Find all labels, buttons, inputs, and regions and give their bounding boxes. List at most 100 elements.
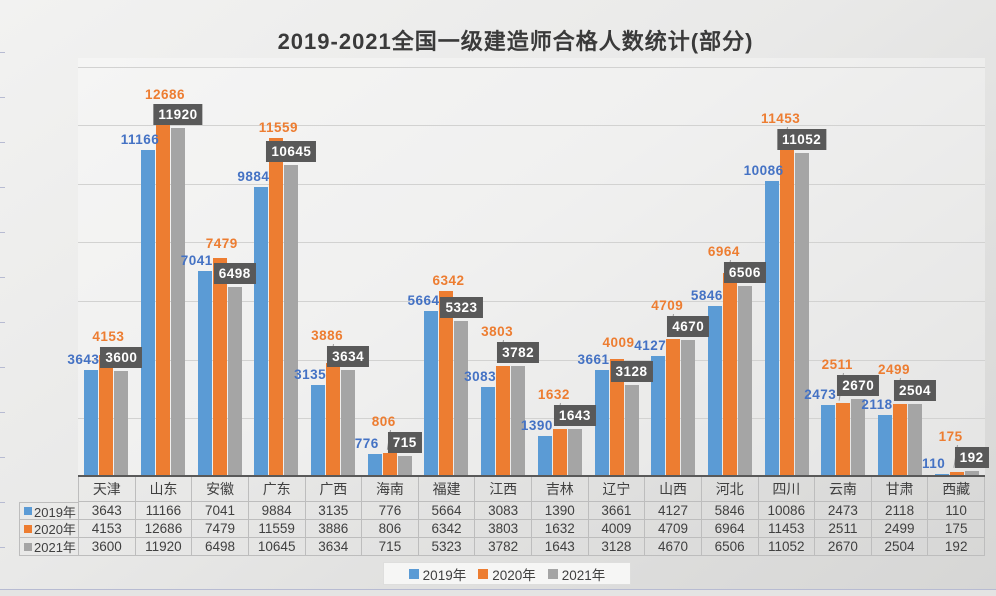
legend-item-2020年[interactable]: 2020年 [478, 564, 536, 584]
bar-2021年-辽宁[interactable] [624, 385, 639, 477]
cell-2019年-云南: 2473 [814, 502, 871, 519]
cell-2019年-四川: 10086 [757, 502, 815, 519]
bar-2021年-海南[interactable] [397, 456, 412, 477]
label-2021-海南: 715 [387, 432, 422, 454]
label-2019-河北: 5846 [690, 287, 723, 303]
label-2019-江西: 3083 [464, 368, 497, 384]
bar-2021年-山东[interactable] [171, 127, 186, 477]
legend: 2019年 2020年 2021年 [383, 562, 631, 585]
bar-2019年-河北[interactable] [707, 305, 722, 477]
category-天津: 天津 [92, 481, 121, 497]
cell-2021年-山西: 4670 [644, 538, 701, 555]
table-rowheader-2019年: 2019年 [19, 502, 78, 520]
bar-2021年-云南[interactable] [851, 398, 866, 477]
label-2020-甘肃: 2499 [877, 361, 910, 377]
bar-2021年-安徽[interactable] [227, 286, 242, 477]
bar-2020年-天津[interactable] [99, 355, 114, 477]
bar-2019年-广西[interactable] [311, 385, 326, 477]
bar-2020年-西藏[interactable] [949, 471, 964, 477]
bar-2020年-河北[interactable] [722, 272, 737, 477]
cell-2019年-广东: 9884 [247, 502, 305, 519]
label-2019-辽宁: 3661 [577, 351, 610, 367]
bar-2021年-四川[interactable] [794, 153, 809, 477]
cell-2021年-吉林: 1643 [531, 538, 588, 555]
bar-2020年-甘肃[interactable] [892, 403, 907, 477]
cell-2020年-天津: 4153 [91, 521, 122, 536]
bar-2021年-河北[interactable] [737, 286, 752, 477]
label-2020-西藏: 175 [938, 429, 963, 445]
legend-key-icon [547, 568, 558, 579]
cell-2021年-甘肃: 2504 [870, 538, 928, 555]
bar-2021年-广东[interactable] [284, 164, 299, 477]
bar-2021年-甘肃[interactable] [907, 403, 922, 477]
table-rowheader-2020年: 2020年 [19, 520, 78, 538]
legend-label: 2020年 [492, 567, 536, 583]
cell-2019年-辽宁: 3661 [587, 502, 645, 519]
bar-2019年-安徽[interactable] [197, 270, 212, 477]
cell-2020年-河北: 6964 [700, 520, 758, 537]
category-海南: 海南 [361, 477, 418, 501]
legend-item-2019年[interactable]: 2019年 [408, 564, 466, 584]
bar-2019年-四川[interactable] [764, 181, 779, 477]
bar-2020年-吉林[interactable] [552, 429, 567, 477]
bar-2020年-山西[interactable] [666, 338, 681, 477]
label-2021-云南: 2670 [837, 374, 880, 396]
bar-2019年-山东[interactable] [141, 149, 156, 477]
legend-key-icon [478, 568, 489, 579]
label-2019-海南: 776 [354, 436, 379, 452]
category-四川: 四川 [757, 477, 815, 501]
bar-2020年-山东[interactable] [156, 105, 171, 477]
bar-2019年-江西[interactable] [481, 386, 496, 477]
bar-2021年-天津[interactable] [114, 371, 129, 477]
bar-2020年-云南[interactable] [836, 403, 851, 477]
spreadsheet-bottom-margin [0, 589, 996, 596]
category-山东: 山东 [134, 477, 192, 501]
bar-2021年-福建[interactable] [454, 320, 469, 477]
cell-2020年-广西: 3886 [304, 520, 362, 537]
cell-2019年-甘肃: 2118 [870, 502, 928, 519]
cell-2019年-福建: 5664 [417, 502, 475, 519]
legend-item-2021年[interactable]: 2021年 [547, 564, 605, 584]
bar-2019年-山西[interactable] [651, 356, 666, 477]
bar-2021年-吉林[interactable] [567, 428, 582, 477]
label-2020-天津: 4153 [92, 329, 125, 345]
bar-2019年-海南[interactable] [367, 454, 382, 477]
cell-2019年-安徽: 7041 [191, 502, 248, 519]
bar-2020年-广东[interactable] [269, 138, 284, 477]
bar-2019年-广东[interactable] [254, 187, 269, 477]
bar-2020年-辽宁[interactable] [609, 359, 624, 477]
table-header-row: 天津 山东 安徽 广东 广西 海南 福建 江西 吉林 辽宁 山西 河北 四川 云南 甘肃 西藏 [78, 477, 985, 502]
bar-2019年-云南[interactable] [821, 404, 836, 477]
label-2020-海南: 806 [371, 414, 396, 430]
category-西藏: 西藏 [927, 477, 984, 501]
bar-2020年-安徽[interactable] [212, 257, 227, 477]
bar-2021年-西藏[interactable] [964, 471, 979, 477]
bar-2019年-福建[interactable] [424, 310, 439, 477]
cell-2019年-西藏: 110 [927, 502, 984, 519]
label-2020-广东: 11559 [258, 120, 299, 136]
bar-2021年-广西[interactable] [341, 370, 356, 477]
bar-2020年-广西[interactable] [326, 363, 341, 477]
bar-2021年-山西[interactable] [681, 340, 696, 477]
cell-2020年-海南: 806 [361, 520, 418, 537]
bar-2020年-海南[interactable] [382, 453, 397, 477]
bar-2019年-天津[interactable] [84, 370, 99, 477]
bar-2019年-辽宁[interactable] [594, 369, 609, 477]
series-name: 2019年 [34, 504, 76, 520]
bar-2020年-四川[interactable] [779, 141, 794, 477]
bar-2020年-江西[interactable] [496, 365, 511, 477]
label-2021-甘肃: 2504 [893, 379, 936, 401]
cell-2021年-安徽: 6498 [191, 538, 248, 555]
series-key-icon [24, 542, 32, 551]
x-axis-line [78, 475, 985, 477]
cell-2019年-吉林: 1390 [531, 502, 588, 519]
bar-2019年-甘肃[interactable] [877, 414, 892, 477]
cell-2020年-广东: 11559 [247, 520, 305, 537]
bar-2019年-吉林[interactable] [537, 436, 552, 477]
cell-2020年-甘肃: 2499 [870, 520, 928, 537]
label-2020-河北: 6964 [707, 244, 740, 260]
bar-2020年-福建[interactable] [439, 291, 454, 477]
gridline-10000 [78, 183, 985, 185]
bar-2021年-江西[interactable] [511, 366, 526, 477]
